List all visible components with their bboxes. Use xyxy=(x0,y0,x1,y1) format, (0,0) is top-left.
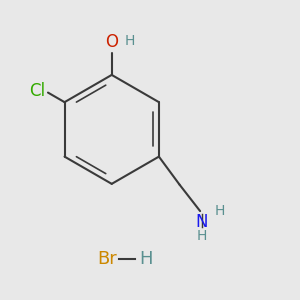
Text: Br: Br xyxy=(97,250,117,268)
Text: O: O xyxy=(105,33,118,51)
Text: Cl: Cl xyxy=(29,82,45,100)
Text: H: H xyxy=(196,230,207,243)
Text: H: H xyxy=(215,204,225,218)
Text: H: H xyxy=(140,250,153,268)
Text: N: N xyxy=(195,213,208,231)
Text: H: H xyxy=(125,34,135,47)
